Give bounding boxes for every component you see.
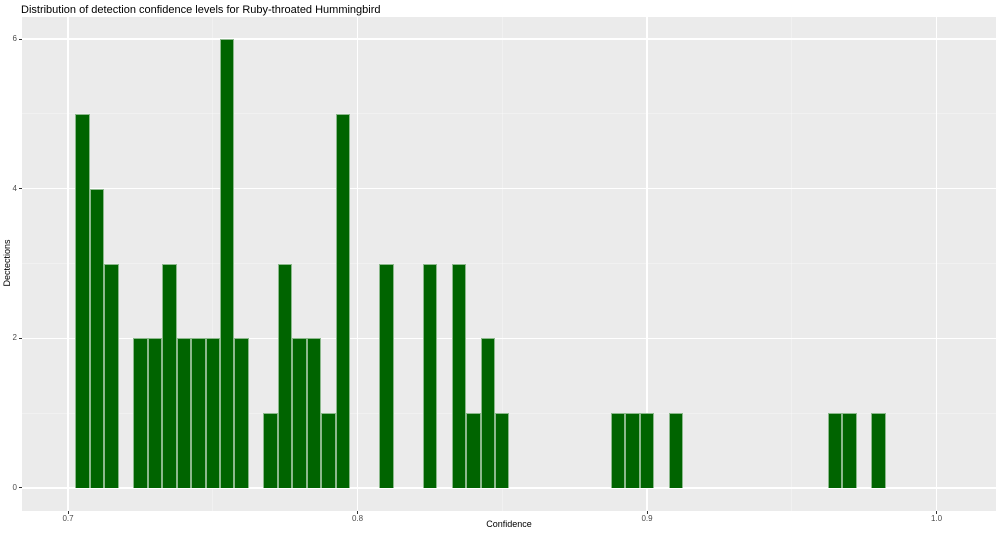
x-tick-mark xyxy=(67,510,69,514)
histogram-bar xyxy=(219,39,235,488)
y-tick-label: 0 xyxy=(12,482,17,492)
x-tick-mark xyxy=(936,510,937,514)
y-minor-gridline xyxy=(22,113,996,115)
histogram-bar xyxy=(842,413,857,488)
histogram-bar xyxy=(827,413,843,488)
x-tick-label: 0.7 xyxy=(62,514,74,523)
x-axis-title: Confidence xyxy=(486,519,532,529)
histogram-bar xyxy=(176,338,192,488)
histogram-bar xyxy=(466,413,481,488)
y-major-gridline xyxy=(22,487,996,489)
x-major-gridline xyxy=(356,17,359,511)
x-tick-label: 0.8 xyxy=(351,514,364,523)
x-major-gridline xyxy=(935,17,938,511)
histogram-bar xyxy=(321,413,336,488)
histogram-bar xyxy=(162,263,177,488)
histogram-bar xyxy=(277,263,293,488)
histogram-bar xyxy=(306,338,322,488)
y-minor-gridline xyxy=(22,263,996,264)
histogram-bar xyxy=(263,413,278,488)
y-tick-label: 4 xyxy=(12,183,17,193)
y-tick-mark xyxy=(19,188,22,190)
x-tick-label: 0.9 xyxy=(641,514,653,523)
histogram-bar xyxy=(379,263,394,488)
y-axis-title: Dectections xyxy=(2,239,12,287)
x-tick-mark xyxy=(357,510,358,514)
histogram-bar xyxy=(133,338,148,488)
y-tick-mark xyxy=(19,38,22,40)
histogram-bar xyxy=(639,413,655,488)
histogram-bar xyxy=(205,338,220,488)
y-tick-mark xyxy=(19,487,22,489)
y-major-gridline xyxy=(22,337,996,339)
histogram-bar xyxy=(89,188,105,488)
x-minor-gridline xyxy=(212,17,214,511)
histogram-bar xyxy=(625,413,640,488)
histogram-bar xyxy=(668,413,684,488)
histogram-bar xyxy=(292,338,307,488)
y-major-gridline xyxy=(22,188,996,190)
histogram-bar xyxy=(451,263,467,488)
histogram-bar xyxy=(104,263,119,488)
y-major-gridline xyxy=(22,38,996,40)
histogram-bar xyxy=(422,263,438,488)
histogram-bar xyxy=(234,338,249,488)
x-tick-mark xyxy=(646,510,648,514)
chart-title: Distribution of detection confidence lev… xyxy=(21,4,381,16)
plot-area xyxy=(22,17,996,511)
y-tick-label: 6 xyxy=(12,34,17,43)
histogram-bar xyxy=(871,413,886,488)
histogram-bar xyxy=(147,338,163,488)
histogram-bar xyxy=(495,413,510,488)
y-tick-label: 2 xyxy=(12,333,17,343)
histogram-bar xyxy=(191,338,206,488)
histogram-bar xyxy=(75,113,90,488)
y-tick-mark xyxy=(19,337,22,339)
x-major-gridline xyxy=(646,17,648,511)
x-minor-gridline xyxy=(501,17,503,511)
x-major-gridline xyxy=(67,17,69,511)
histogram-bar xyxy=(480,338,495,488)
histogram-bar xyxy=(335,113,351,488)
x-tick-label: 1.0 xyxy=(930,514,943,523)
x-minor-gridline xyxy=(791,17,793,511)
histogram-bar xyxy=(610,413,626,488)
